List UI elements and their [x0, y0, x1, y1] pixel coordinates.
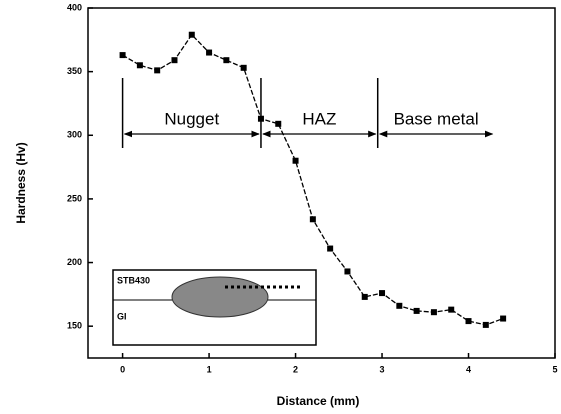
point — [482, 321, 489, 328]
point — [188, 31, 195, 38]
point — [344, 268, 351, 275]
point — [309, 216, 316, 223]
y-tick-label: 150 — [67, 321, 82, 331]
x-tick-label: 5 — [552, 364, 557, 374]
point — [396, 302, 403, 309]
y-tick-label: 250 — [67, 193, 82, 203]
point — [327, 245, 334, 252]
point — [240, 64, 247, 71]
point — [413, 307, 420, 314]
point — [275, 120, 282, 127]
x-tick-label: 0 — [120, 364, 125, 374]
point — [119, 52, 126, 59]
x-tick-label: 3 — [380, 364, 385, 374]
point — [257, 115, 264, 122]
point — [154, 67, 161, 74]
x-tick-label: 2 — [293, 364, 298, 374]
zone-label: HAZ — [302, 109, 336, 128]
inset-label: GI — [117, 311, 127, 321]
point — [448, 306, 455, 313]
point — [361, 293, 368, 300]
zone-label: Nugget — [164, 109, 219, 128]
y-tick-label: 300 — [67, 130, 82, 140]
point — [223, 57, 230, 64]
point — [292, 157, 299, 164]
y-axis-label: Hardness (Hv) — [14, 142, 28, 223]
x-tick-label: 1 — [207, 364, 212, 374]
point — [136, 62, 143, 69]
inset-label: STB430 — [117, 275, 150, 285]
point — [430, 309, 437, 316]
inset: STB430 GI — [112, 269, 317, 346]
x-axis-label: Distance (mm) — [277, 394, 360, 408]
point — [500, 315, 507, 322]
zone-label: Base metal — [394, 109, 479, 128]
point — [206, 49, 213, 56]
y-tick-label: 200 — [67, 257, 82, 267]
point — [171, 57, 178, 64]
y-tick-label: 400 — [67, 2, 82, 12]
inset-nugget — [171, 276, 269, 318]
point — [465, 318, 472, 325]
plot-frame — [87, 7, 556, 359]
y-tick-label: 350 — [67, 66, 82, 76]
point — [379, 290, 386, 297]
x-tick-label: 4 — [466, 364, 471, 374]
